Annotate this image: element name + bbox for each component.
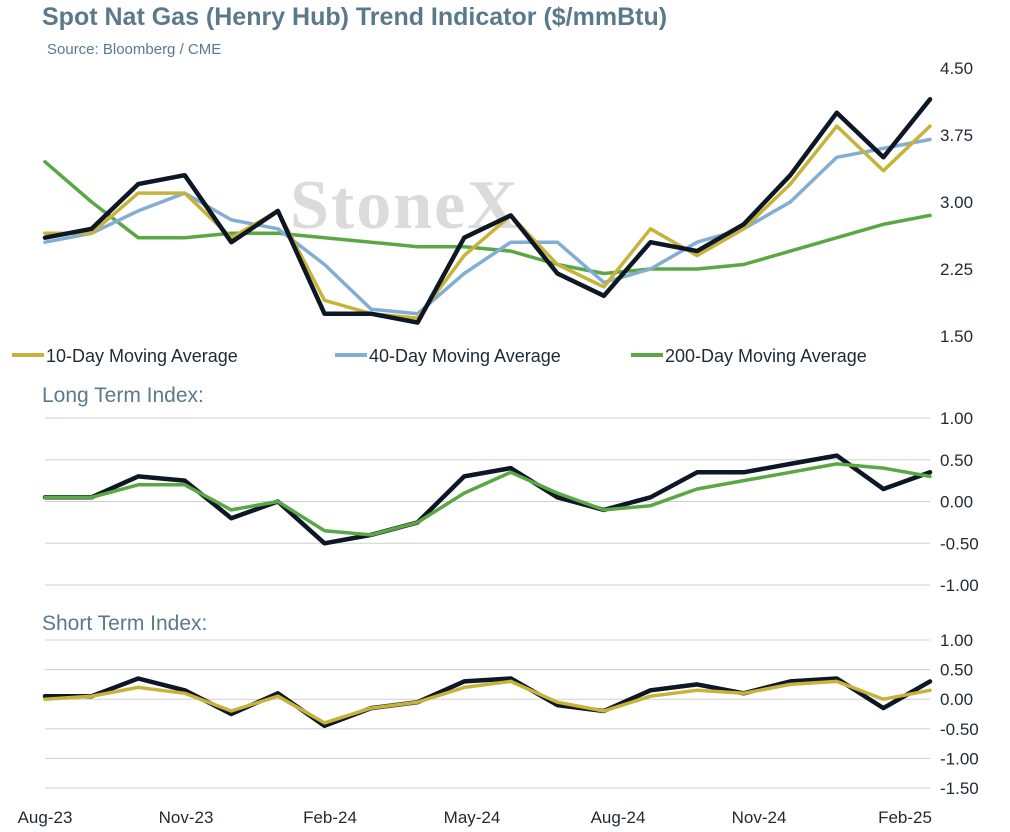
chart-subtitle: Source: Bloomberg / CME <box>47 41 221 58</box>
long-index-ytick-label: -1.00 <box>940 576 979 595</box>
price-ytick-label: 3.75 <box>940 126 973 145</box>
short-index-ytick-label: 0.50 <box>940 661 973 680</box>
legend-label-ma10: 10-Day Moving Average <box>46 346 238 366</box>
short-index-series-1 <box>43 679 932 725</box>
price-ytick-label: 3.00 <box>940 193 973 212</box>
watermark-text: StoneX <box>290 167 520 244</box>
short-index-ytick-label: -1.50 <box>940 779 979 798</box>
short-index-ytick-label: 1.00 <box>940 631 973 650</box>
price-series-ma200 <box>43 160 932 276</box>
x-tick-label: Nov-24 <box>732 808 787 827</box>
x-tick-label: Nov-23 <box>159 808 214 827</box>
x-tick-label: Aug-24 <box>591 808 646 827</box>
long-index-series-1 <box>43 462 932 537</box>
price-ytick-label: 4.50 <box>940 59 973 78</box>
long-index-ytick-label: 1.00 <box>940 409 973 428</box>
long-index-ytick-label: -0.50 <box>940 534 979 553</box>
long-index-ytick-label: 0.00 <box>940 493 973 512</box>
short-index-ytick-label: -1.00 <box>940 749 979 768</box>
legend-label-ma200: 200-Day Moving Average <box>665 346 867 366</box>
long-term-index-panel: 1.00 0.50 0.00 -0.50 -1.00 <box>42 409 979 595</box>
x-tick-label: May-24 <box>444 808 501 827</box>
price-panel: 4.50 3.75 3.00 2.25 1.50 <box>42 59 973 346</box>
long-term-index-title: Long Term Index: <box>42 384 204 407</box>
short-term-index-title: Short Term Index: <box>42 612 207 635</box>
x-tick-label: Aug-23 <box>18 808 73 827</box>
price-series-ma10 <box>43 124 932 320</box>
short-index-ytick-label: 0.00 <box>940 690 973 709</box>
legend-label-ma40: 40-Day Moving Average <box>369 346 561 366</box>
x-tick-label: Feb-24 <box>303 808 357 827</box>
price-series-ma40 <box>43 137 932 316</box>
price-legend: 10-Day Moving Average 40-Day Moving Avera… <box>12 346 867 366</box>
short-index-ytick-label: -0.50 <box>940 720 979 739</box>
price-ytick-label: 2.25 <box>940 260 973 279</box>
long-index-series-0 <box>42 453 933 546</box>
short-index-series-0 <box>42 676 933 729</box>
short-term-index-panel: 1.00 0.50 0.00 -0.50 -1.00 -1.50 <box>42 631 979 798</box>
long-index-ytick-label: 0.50 <box>940 451 973 470</box>
x-axis: Aug-23 Nov-23 Feb-24 May-24 Aug-24 Nov-24 Feb-… <box>18 808 932 827</box>
price-series-spot <box>42 97 933 325</box>
chart-title: Spot Nat Gas (Henry Hub) Trend Indicator… <box>42 3 667 31</box>
price-ytick-label: 1.50 <box>940 327 973 346</box>
x-tick-label: Feb-25 <box>878 808 932 827</box>
